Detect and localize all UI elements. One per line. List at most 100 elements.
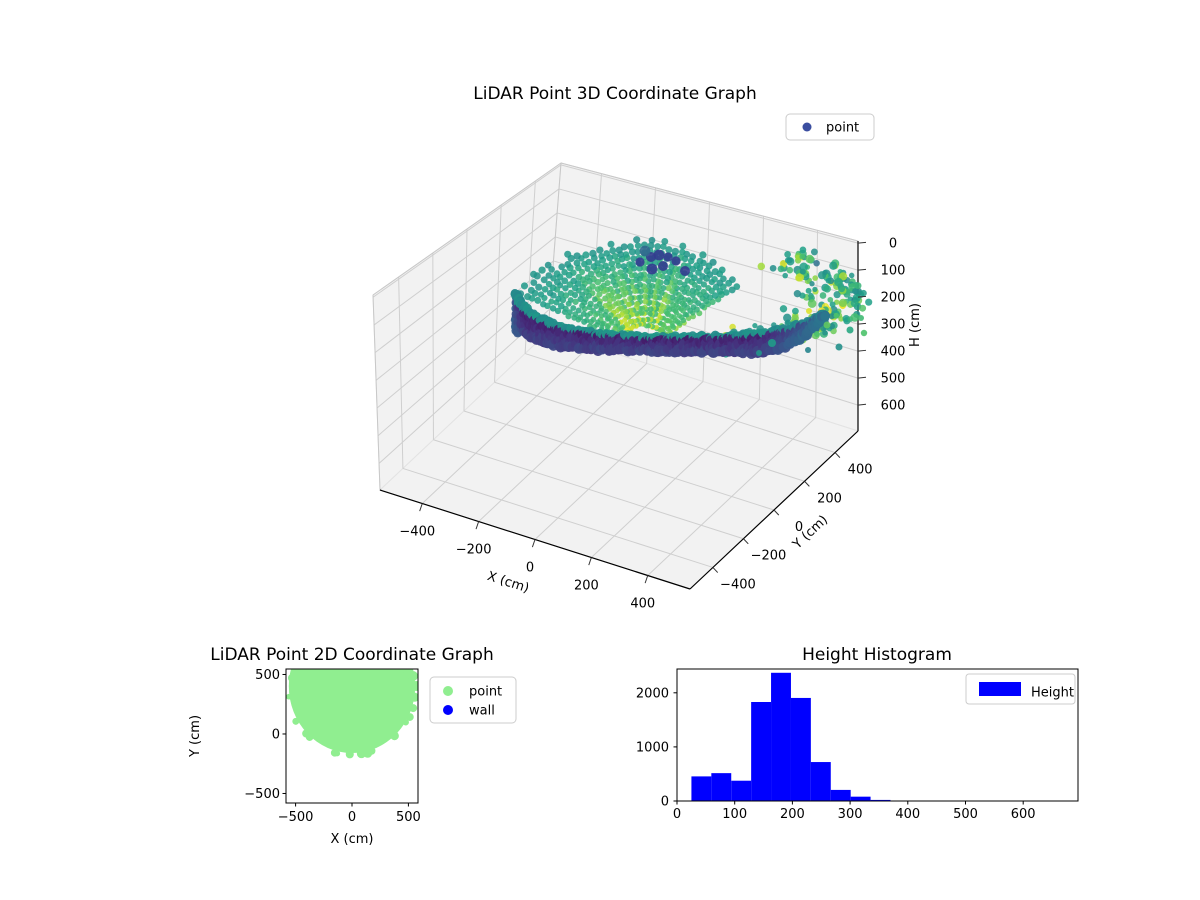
legend-height-swatch-icon: [979, 682, 1021, 696]
scatter-dot: [666, 268, 673, 276]
scatter-dot: [564, 260, 572, 268]
y-tick-label: 2000: [636, 686, 669, 701]
scatter-dot: [799, 268, 806, 275]
scatter-dot: [546, 289, 554, 297]
scatter-dot: [564, 250, 572, 258]
dark-ribbon: [510, 289, 831, 359]
x-tick-label: 0: [526, 561, 534, 576]
scatter-dot: [819, 292, 827, 299]
scatter-dot: [647, 311, 653, 317]
y-tick-label: −400: [720, 577, 756, 592]
scatter-dot: [834, 277, 843, 287]
scatter-dot: [656, 272, 663, 279]
scatter-dot: [807, 299, 817, 308]
scatter-dot: [838, 285, 846, 293]
hist-bar: [850, 796, 871, 801]
x-tick-label: 200: [574, 579, 599, 594]
scatter-dot: [835, 343, 843, 351]
scatter-dot: [579, 302, 586, 309]
scatter-dot: [548, 298, 555, 305]
scatter-dot: [684, 277, 691, 284]
scatter-dot: [829, 301, 836, 308]
scatter-dot: [565, 300, 572, 307]
z-tick-label: 300: [881, 318, 906, 333]
scatter-dot: [637, 272, 644, 279]
scatter-dot: [685, 297, 692, 303]
plot2d-xaxis-label: X (cm): [331, 832, 374, 847]
legend-wall-marker-icon: [443, 705, 453, 715]
plot3d-tick-labels: −400 −200 0 200 400 −400 −200 0 200 400 0 100 200 300…: [399, 237, 905, 612]
scatter-dot: [733, 283, 741, 290]
x-tick-label: 600: [1011, 807, 1036, 822]
scatter-dot: [558, 263, 566, 271]
scatter-dot: [718, 266, 726, 274]
scatter-dot: [545, 272, 553, 279]
plot2d-point-blob: [286, 669, 418, 759]
z-tick: [857, 322, 867, 325]
scatter-dot: [630, 255, 637, 262]
x-tick-label: 400: [630, 597, 655, 612]
scatter-dot: [833, 291, 841, 299]
scatter-dot: [700, 288, 707, 295]
scatter-dot: [671, 256, 681, 266]
scatter-dot: [541, 285, 549, 293]
scatter-dot: [602, 295, 609, 302]
x-tick-label: 0: [348, 810, 356, 825]
x-tick-label: 300: [838, 807, 863, 822]
y-tick-label: 0: [661, 795, 669, 810]
x-tick-label: 200: [780, 807, 805, 822]
scatter-dot: [860, 289, 867, 297]
scatter-dot: [566, 281, 574, 288]
legend-point-label: point: [469, 685, 502, 700]
box-edge: [560, 162, 859, 242]
z-tick-label: 600: [881, 399, 906, 414]
y-tick: [834, 452, 841, 458]
blob-edge-dot: [409, 704, 418, 713]
scatter-dot: [594, 286, 601, 293]
scatter-dot: [589, 249, 597, 258]
scatter-dot: [689, 253, 697, 261]
scatter-dot: [620, 263, 628, 270]
y-tick: [773, 509, 780, 516]
scatter-dot: [570, 305, 577, 311]
z-tick-label: 500: [881, 372, 906, 387]
blob-bump: [297, 669, 305, 675]
z-tick: [857, 349, 867, 352]
scatter-dot: [620, 291, 627, 298]
scatter-dot: [814, 331, 820, 337]
scatter-dot: [598, 313, 605, 319]
scatter-dot: [639, 245, 651, 257]
blob-edge-dot: [334, 750, 341, 757]
plot3d-legend: point: [785, 113, 875, 141]
y-tick-label: 200: [817, 491, 842, 506]
scatter-dot: [699, 251, 707, 259]
scatter-dot: [647, 306, 654, 313]
scatter-dot: [615, 246, 623, 254]
scatter-dot: [654, 243, 662, 250]
scatter-dot: [690, 304, 697, 311]
hist-bar: [731, 780, 752, 801]
x-tick-label: 0: [673, 807, 681, 822]
histogram-bars: [691, 672, 891, 801]
scatter-dot: [858, 315, 864, 321]
legend-frame: [785, 113, 875, 141]
hist-bar: [830, 789, 851, 801]
scatter-dot: [661, 237, 669, 245]
scatter-dot: [646, 263, 658, 275]
scatter-dot: [561, 268, 568, 276]
scatter-dot: [827, 296, 834, 303]
scatter-dot: [608, 273, 615, 280]
scatter-dot: [799, 246, 807, 254]
scatter-dot: [810, 248, 818, 256]
blob-edge-dot: [292, 717, 300, 725]
scatter-dot: [617, 269, 624, 276]
z-tick: [857, 268, 867, 271]
scatter-dot: [696, 257, 704, 265]
gridline: [494, 381, 805, 482]
scatter-dot: [756, 350, 762, 356]
plot3d-panes: [372, 161, 859, 590]
y-tick-label: −500: [244, 787, 280, 802]
scatter-dot: [848, 272, 855, 279]
scatter-dot: [565, 313, 572, 320]
